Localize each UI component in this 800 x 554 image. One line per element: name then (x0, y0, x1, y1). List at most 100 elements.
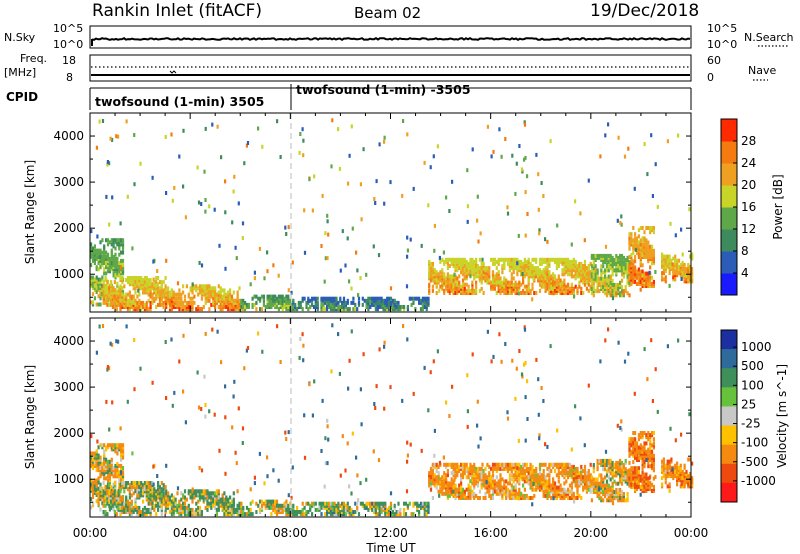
echo-cell (531, 264, 534, 268)
echo-cell (105, 271, 108, 276)
echo-cell (312, 305, 316, 309)
scatter-echo (650, 133, 653, 138)
echo-cell (132, 491, 135, 496)
echo-cell (572, 264, 575, 268)
echo-cell (102, 481, 105, 485)
echo-cell (503, 462, 506, 467)
echo-cell (149, 305, 152, 309)
echo-cell (583, 268, 587, 273)
echo-cell (454, 493, 457, 498)
echo-cell (149, 290, 152, 295)
echo-cell (476, 274, 480, 279)
echo-cell (441, 487, 444, 492)
echo-cell (552, 282, 555, 287)
echo-cell (266, 294, 269, 299)
echo-cell (565, 489, 568, 494)
echo-cell (460, 483, 463, 488)
cpid-label: CPID (6, 90, 38, 104)
echo-cell (128, 512, 131, 517)
echo-cell (471, 493, 474, 498)
echo-cell (270, 305, 273, 309)
echo-cell (329, 505, 332, 510)
scatter-echo (241, 221, 245, 226)
echo-cell (157, 286, 160, 291)
echo-cell (484, 278, 487, 283)
echo-cell (354, 510, 357, 514)
echo-cell (583, 278, 587, 283)
echo-cell (635, 282, 639, 286)
echo-cell (119, 483, 122, 488)
echo-cell (604, 276, 607, 281)
echo-cell (550, 291, 553, 295)
echo-cell (367, 501, 370, 506)
echo-cell (529, 274, 532, 279)
scatter-echo (245, 143, 248, 148)
echo-cell (428, 259, 431, 264)
echo-cell (157, 493, 160, 498)
freq-unit-label: [MHz] (4, 66, 36, 79)
echo-cell (600, 268, 603, 273)
echo-cell (674, 273, 677, 278)
echo-cell (232, 491, 235, 496)
echo-cell (520, 272, 523, 277)
echo-cell (410, 296, 413, 301)
echo-cell (628, 271, 631, 276)
echo-cell (380, 300, 383, 305)
echo-cell (155, 280, 158, 285)
echo-cell (641, 250, 644, 255)
echo-cell (119, 298, 122, 303)
echo-cell (428, 282, 431, 287)
echo-cell (162, 483, 165, 488)
echo-cell (529, 261, 532, 266)
echo-cell (589, 274, 592, 279)
echo-cell (322, 307, 325, 312)
echo-cell (151, 497, 154, 502)
echo-cell (316, 507, 319, 512)
echo-cell (622, 260, 625, 265)
echo-cell (108, 499, 111, 504)
echo-cell (664, 260, 667, 265)
echo-cell (641, 236, 644, 241)
echo-cell (206, 296, 209, 301)
echo-cell (647, 253, 650, 257)
echo-cell (473, 268, 476, 273)
echo-cell (605, 268, 609, 273)
echo-cell (153, 487, 156, 492)
scatter-echo (383, 139, 386, 144)
echo-cell (99, 443, 102, 448)
echo-cell (197, 307, 200, 312)
echo-cell (238, 298, 241, 303)
echo-cell (522, 496, 525, 500)
echo-cell (531, 272, 534, 277)
echo-cell (90, 478, 93, 483)
echo-cell (215, 300, 218, 305)
echo-cell (97, 445, 100, 450)
echo-cell (113, 503, 116, 508)
echo-cell (208, 491, 211, 496)
echo-cell (471, 464, 474, 469)
echo-cell (443, 485, 446, 490)
echo-cell (153, 495, 156, 500)
echo-cell (312, 296, 316, 301)
echo-cell (138, 505, 141, 510)
scatter-echo (542, 194, 545, 198)
echo-cell (419, 300, 423, 305)
echo-cell (605, 258, 609, 262)
echo-cell (305, 305, 308, 309)
echo-cell (119, 300, 122, 305)
echo-cell (170, 300, 173, 305)
echo-cell (523, 257, 526, 262)
scatter-echo (433, 223, 436, 228)
echo-cell (620, 285, 624, 289)
echo-cell (382, 305, 385, 309)
echo-cell (206, 503, 209, 508)
echo-cell (128, 290, 131, 295)
echo-cell (189, 489, 192, 494)
echo-cell (116, 468, 119, 473)
echo-cell (605, 282, 609, 287)
echo-cell (454, 259, 457, 264)
scatter-echo (669, 221, 672, 226)
echo-cell (672, 267, 675, 271)
echo-cell (90, 275, 93, 280)
echo-cell (637, 271, 640, 276)
